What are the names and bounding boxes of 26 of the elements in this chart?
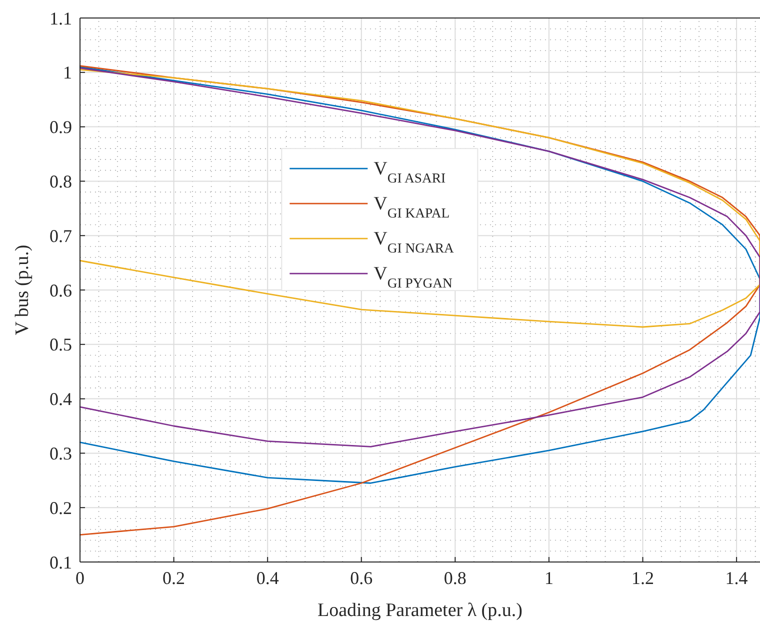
y-tick-label: 0.7 [50, 226, 72, 246]
y-tick-label: 0.6 [50, 280, 72, 300]
x-tick-label: 0 [76, 568, 84, 588]
x-tick-label: 0.6 [350, 568, 373, 588]
y-tick-label: 0.9 [50, 117, 72, 138]
x-tick-label: 1.4 [725, 568, 748, 588]
y-tick-label: 0.2 [50, 498, 72, 518]
y-tick-label: 0.1 [50, 552, 72, 572]
x-axis-title: Loading Parameter λ (p.u.) [318, 600, 522, 621]
x-tick-label: 0.8 [444, 568, 466, 588]
legend-label: V$_{GI PYGAN}$ [374, 264, 452, 290]
x-tick-label: 1 [544, 568, 554, 588]
y-tick-label: 1 [63, 62, 72, 83]
y-axis-title: V bus (p.u.) [12, 244, 33, 336]
legend-label: V$_{GI KAPAL}$ [374, 194, 450, 220]
x-tick-label: 1.2 [632, 568, 654, 588]
line-series [79, 68, 760, 328]
x-tick-label: 0.4 [256, 568, 279, 588]
legend-label: V$_{GI ASARI}$ [374, 158, 446, 186]
legend-label: V$_{GI NGARA}$ [374, 228, 454, 256]
y-tick-label: 1.1 [50, 8, 72, 28]
x-tick-label: 0.2 [162, 568, 186, 588]
y-tick-label: 0.3 [50, 444, 72, 464]
y-tick-label: 0.8 [50, 172, 72, 192]
y-tick-label: 0.5 [50, 334, 72, 355]
y-tick-label: 0.4 [50, 389, 72, 410]
